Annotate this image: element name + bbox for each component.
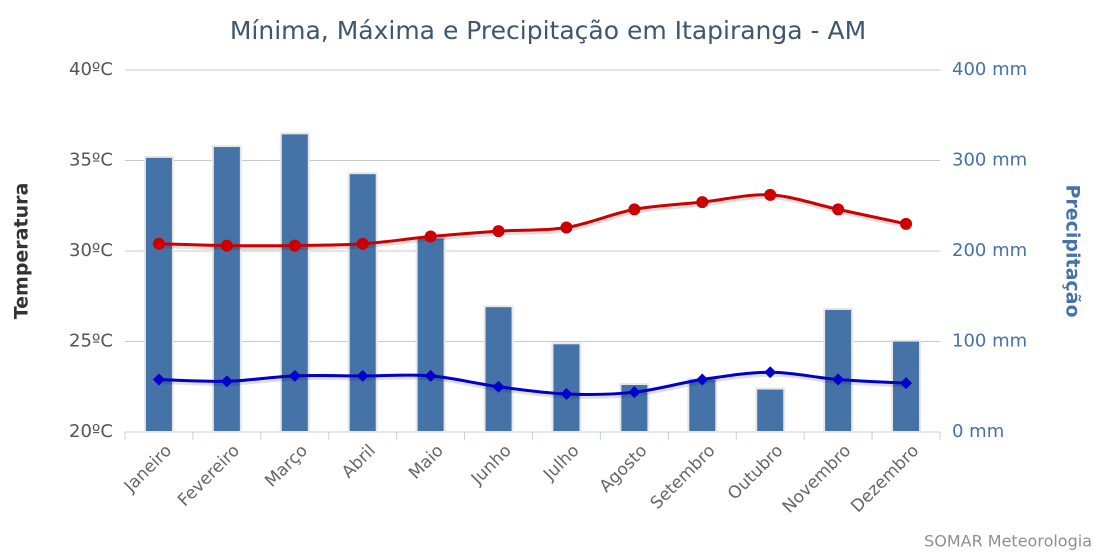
x-tick-label: Outubro — [724, 441, 787, 504]
y-axis-title: Temperatura — [11, 183, 33, 320]
point — [696, 373, 709, 386]
y2-tick-label: 400 mm — [952, 59, 1027, 80]
bar — [755, 387, 786, 433]
bar — [687, 377, 718, 434]
credit: SOMAR Meteorologia — [924, 532, 1092, 551]
bar — [279, 132, 310, 433]
point — [764, 188, 777, 201]
y2-tick-label: 0 mm — [952, 421, 1004, 442]
x-tick-label: Dezembro — [847, 441, 923, 517]
bar — [415, 236, 446, 433]
point — [288, 369, 301, 382]
point — [628, 386, 641, 399]
point — [492, 225, 505, 238]
point — [356, 369, 369, 382]
point — [220, 239, 233, 252]
line-shadow — [159, 194, 908, 251]
point — [424, 369, 437, 382]
point — [900, 377, 913, 390]
chart-title: Mínima, Máxima e Precipitação em Itapira… — [230, 16, 866, 45]
x-tick-label: Janeiro — [120, 441, 176, 497]
x-tick-label: Fevereiro — [174, 441, 244, 511]
x-tick-label: Setembro — [647, 441, 720, 514]
y-tick-label: 30ºC — [69, 240, 113, 261]
bar — [143, 155, 174, 433]
line — [158, 193, 907, 248]
x-tick-label: Agosto — [596, 441, 652, 497]
y2-tick-label: 300 mm — [952, 150, 1027, 171]
point — [832, 373, 845, 386]
y2-axis-title: Precipitação — [1062, 184, 1084, 317]
bar — [347, 172, 378, 433]
point — [152, 237, 165, 250]
x-tick-label: Maio — [405, 441, 448, 484]
x-tick-label: Julho — [539, 441, 583, 485]
point — [152, 373, 165, 386]
bar — [483, 305, 514, 433]
y-tick-label: 40ºC — [69, 59, 113, 80]
line — [158, 370, 907, 396]
y-tick-label: 20ºC — [69, 421, 113, 442]
x-tick-label: Junho — [467, 441, 516, 490]
x-tick-label: Abril — [338, 441, 380, 483]
y-tick-label: 35ºC — [69, 150, 113, 171]
point — [560, 221, 573, 234]
point — [220, 375, 233, 388]
point — [832, 203, 845, 216]
y2-tick-label: 100 mm — [952, 331, 1027, 352]
bar — [211, 145, 242, 434]
bar — [551, 342, 582, 433]
point — [764, 366, 777, 379]
point — [696, 196, 709, 209]
x-tick-label: Novembro — [779, 441, 855, 517]
point — [424, 230, 437, 243]
y-tick-label: 25ºC — [69, 331, 113, 352]
bar — [823, 307, 854, 434]
point — [492, 380, 505, 393]
point — [356, 237, 369, 250]
x-tick-label: Março — [261, 441, 312, 492]
y2-tick-label: 200 mm — [952, 240, 1027, 261]
point — [288, 239, 301, 252]
point — [560, 387, 573, 400]
line-shadow — [159, 371, 908, 399]
point — [900, 217, 913, 230]
point — [628, 203, 641, 216]
